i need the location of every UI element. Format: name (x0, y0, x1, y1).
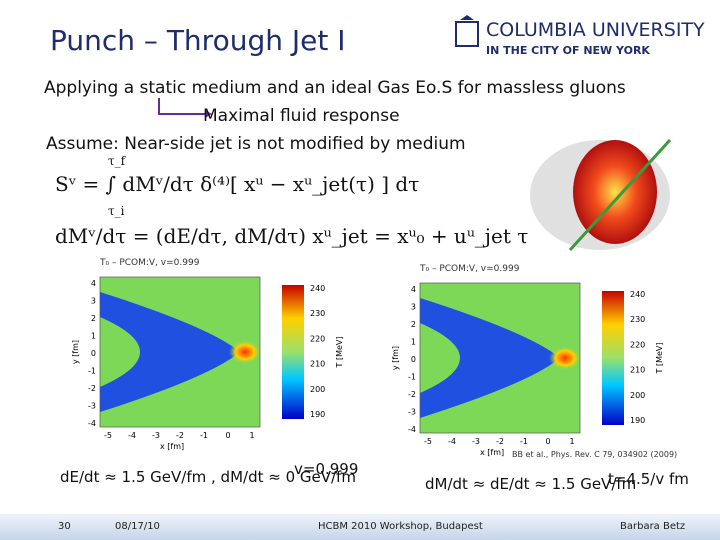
plot-frame (99, 276, 261, 428)
y-tick-label: 3 (411, 303, 416, 312)
y-tick-label: -1 (88, 367, 96, 376)
x-tick-label: -3 (472, 437, 480, 446)
colorbar-tick-label: 210 (310, 360, 325, 369)
heatmap-hotspot (229, 340, 261, 364)
footer-bar (0, 514, 720, 540)
y-tick-label: 4 (411, 285, 416, 294)
colorbar-tick-label: 240 (310, 284, 325, 293)
x-tick-label: 0 (225, 431, 230, 440)
y-tick-label: -2 (88, 384, 96, 393)
heatmap-cone (420, 298, 560, 418)
y-tick-label: -1 (408, 373, 416, 382)
x-axis-label: x [fm] (160, 442, 184, 451)
colorbar-label: T [MeV] (655, 343, 664, 375)
equation-limit: τ_i (108, 204, 125, 218)
colorbar-tick-label: 200 (310, 385, 325, 394)
x-tick-label: -4 (448, 437, 456, 446)
y-tick-label: 0 (411, 355, 416, 364)
y-tick-label: 0 (91, 349, 96, 358)
annotation: v=0.999 (294, 460, 359, 478)
x-tick-label: -1 (200, 431, 208, 440)
colorbar-tick-label: 210 (630, 366, 645, 375)
reference: BB et al., Phys. Rev. C 79, 034902 (2009… (512, 450, 678, 459)
plot-title: T₀ – PCOM:V, v=0.999 (419, 264, 520, 274)
colorbar-tick-label: 230 (630, 315, 645, 324)
colorbar-tick-label: 190 (630, 416, 645, 425)
colorbar-label: T [MeV] (335, 337, 344, 369)
y-tick-label: -3 (88, 402, 96, 411)
y-tick-label: 1 (411, 338, 416, 347)
y-tick-label: -2 (408, 390, 416, 399)
text-line: Applying a static medium and an ideal Ga… (44, 78, 626, 98)
arrow (158, 98, 212, 118)
text-line: Maximal fluid response (203, 106, 400, 126)
y-tick-label: 4 (91, 279, 96, 288)
event: HCBM 2010 Workshop, Budapest (318, 521, 483, 532)
x-tick-label: 0 (545, 437, 550, 446)
colorbar-tick-label: 240 (630, 290, 645, 299)
heatmap-hotspot (549, 346, 581, 370)
y-tick-label: 2 (411, 320, 416, 329)
colorbar-tick-label: 220 (630, 340, 645, 349)
date: 08/17/10 (115, 521, 160, 532)
formula: dE/dt ≈ 1.5 GeV/fm , dM/dt ≈ 0 GeV/fm (60, 468, 356, 486)
y-tick-label: 1 (91, 332, 96, 341)
author: Barbara Betz (620, 521, 686, 532)
x-tick-label: -1 (520, 437, 528, 446)
x-tick-label: -2 (176, 431, 184, 440)
equation-limit: τ_f (108, 154, 126, 168)
logo-subtitle: IN THE CITY OF NEW YORK (486, 44, 650, 57)
text-line: Assume: Near-side jet is not modified by… (46, 134, 466, 154)
colorbar-tick-label: 190 (310, 410, 325, 419)
colorbar-tick-label: 220 (310, 334, 325, 343)
x-tick-label: 1 (569, 437, 574, 446)
heatmap-cone (100, 292, 240, 412)
colorbar-tick-label: 230 (310, 309, 325, 318)
y-tick-label: -3 (408, 408, 416, 417)
y-tick-label: -4 (88, 419, 96, 428)
slide-title: Punch – Through Jet I (50, 24, 346, 57)
y-tick-label: 2 (91, 314, 96, 323)
annotation: t=4.5/v fm (608, 470, 689, 488)
y-tick-label: -4 (408, 425, 416, 434)
y-axis-label: y [fm] (391, 346, 400, 370)
colorbar (282, 285, 304, 419)
colorbar (602, 291, 624, 425)
x-axis-label: x [fm] (480, 448, 504, 457)
jet-illustration (530, 138, 672, 252)
x-tick-label: -5 (424, 437, 432, 446)
plot-frame (419, 282, 581, 434)
x-tick-label: -2 (496, 437, 504, 446)
equation: dMᵛ/dτ = (dE/dτ, dM/dτ) xᵘ_jet = xᵘ₀ + u… (55, 224, 529, 248)
y-axis-label: y [fm] (71, 340, 80, 364)
page-number: 30 (58, 521, 71, 532)
colorbar-tick-label: 200 (630, 391, 645, 400)
equation: Sᵛ = ∫ dMᵛ/dτ δ⁽⁴⁾[ xᵘ − xᵘ_jet(τ) ] dτ (55, 172, 420, 196)
x-tick-label: -5 (104, 431, 112, 440)
logo-name: COLUMBIA UNIVERSITY (486, 19, 705, 41)
x-tick-label: -3 (152, 431, 160, 440)
formula: dM/dt ≈ dE/dt ≈ 1.5 GeV/fm (425, 475, 637, 493)
logo: COLUMBIA UNIVERSITY IN THE CITY OF NEW Y… (455, 15, 705, 57)
y-tick-label: 3 (91, 297, 96, 306)
x-tick-label: 1 (249, 431, 254, 440)
plot-title: T₀ – PCOM:V, v=0.999 (99, 258, 200, 268)
x-tick-label: -4 (128, 431, 136, 440)
